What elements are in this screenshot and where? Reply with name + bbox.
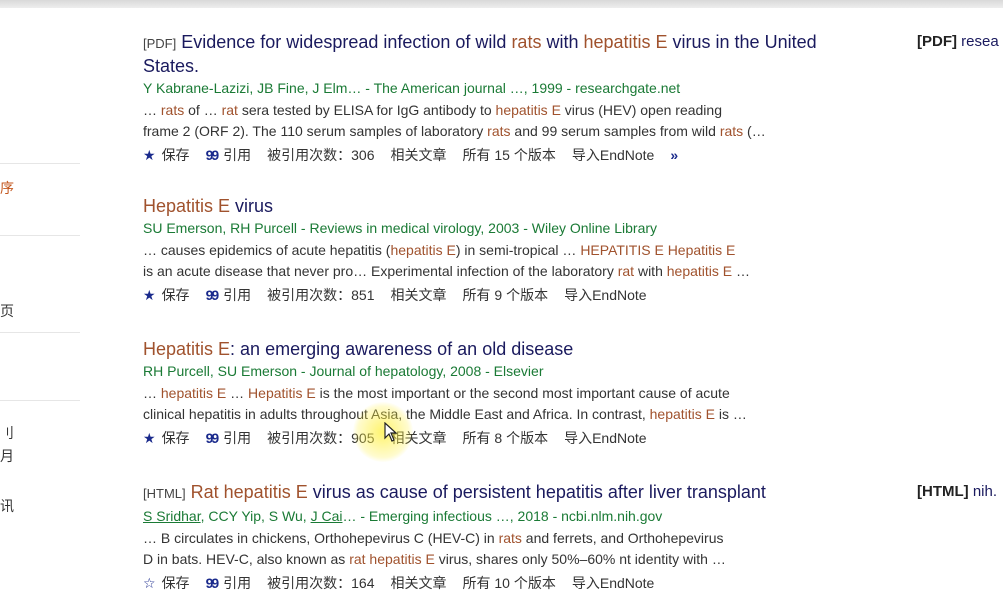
result-actions: ★ 保存 99 引用 被引用次数：905 相关文章 所有 8 个版本 导入EndNo… xyxy=(143,428,863,448)
result-actions: ★ 保存 99 引用 被引用次数：851 相关文章 所有 9 个版本 导入EndNo… xyxy=(143,285,863,305)
related-articles-link[interactable]: 相关文章 xyxy=(390,575,447,591)
result-title-link[interactable]: Hepatitis E: an emerging awareness of an… xyxy=(143,339,574,359)
sidebar-item-3[interactable]: 刂 xyxy=(0,425,14,441)
related-articles-link[interactable]: 相关文章 xyxy=(390,287,447,303)
related-articles-link[interactable]: 相关文章 xyxy=(390,147,447,163)
result-item: [PDF] Evidence for widespread infection … xyxy=(143,31,863,165)
top-bar xyxy=(0,0,1003,8)
save-link[interactable]: 保存 xyxy=(161,430,190,446)
cite-link[interactable]: 引用 xyxy=(223,575,252,591)
cursor-highlight xyxy=(353,402,413,462)
result-title[interactable]: Hepatitis E virus xyxy=(143,195,863,217)
endnote-link[interactable]: 导入EndNote xyxy=(571,575,655,591)
result-snippet: … rats of … rat sera tested by ELISA for… xyxy=(143,102,766,139)
result-title[interactable]: [HTML] Rat hepatitis E virus as cause of… xyxy=(143,481,863,505)
save-link[interactable]: 保存 xyxy=(161,147,190,163)
star-icon[interactable]: ★ xyxy=(143,147,156,163)
endnote-link[interactable]: 导入EndNote xyxy=(564,430,647,446)
result-title[interactable]: Hepatitis E: an emerging awareness of an… xyxy=(143,338,863,360)
result-actions: ☆ 保存 99 引用 被引用次数：164 相关文章 所有 10 个版本 导入EndN… xyxy=(143,573,863,593)
result-snippet: … B circulates in chickens, Orthohepevir… xyxy=(143,530,726,567)
result-item: Hepatitis E: an emerging awareness of an… xyxy=(143,338,863,448)
endnote-link[interactable]: 导入EndNote xyxy=(571,147,655,163)
quote-icon[interactable]: 99 xyxy=(205,575,220,591)
sidebar: 序 页 刂 月 讯 xyxy=(0,0,80,586)
sidebar-divider xyxy=(0,332,80,333)
sidebar-item-sort[interactable]: 序 xyxy=(0,180,14,196)
result-authors: SU Emerson, RH Purcell - Reviews in medi… xyxy=(143,220,658,236)
cite-link[interactable]: 引用 xyxy=(223,430,252,446)
all-versions-link[interactable]: 所有 10 个版本 xyxy=(462,575,556,591)
cited-by-link[interactable]: 被引用次数：851 xyxy=(267,287,375,303)
result-format-tag: [PDF] xyxy=(143,36,177,51)
result-actions: ★ 保存 99 引用 被引用次数：306 相关文章 所有 15 个版本 导入EndN… xyxy=(143,145,863,165)
star-icon[interactable]: ★ xyxy=(143,430,156,446)
cited-by-link[interactable]: 被引用次数：306 xyxy=(267,147,375,163)
more-chevron-icon[interactable]: » xyxy=(670,147,679,163)
result-snippet: … causes epidemics of acute hepatitis (h… xyxy=(143,242,751,279)
fulltext-link[interactable]: [HTML] nih. xyxy=(917,483,998,500)
save-link[interactable]: 保存 xyxy=(161,575,190,591)
all-versions-link[interactable]: 所有 15 个版本 xyxy=(462,147,556,163)
author-link[interactable]: S Sridhar xyxy=(143,508,201,524)
all-versions-link[interactable]: 所有 8 个版本 xyxy=(462,430,549,446)
cited-by-link[interactable]: 被引用次数：164 xyxy=(267,575,375,591)
result-authors: S Sridhar, CCY Yip, S Wu, J Cai… - Emerg… xyxy=(143,508,663,524)
quote-icon[interactable]: 99 xyxy=(205,287,220,303)
fulltext-link[interactable]: [PDF] resea xyxy=(917,33,999,50)
sidebar-item-page[interactable]: 页 xyxy=(0,303,14,319)
result-title-link[interactable]: Evidence for widespread infection of wil… xyxy=(143,32,817,76)
result-item: Hepatitis E virus SU Emerson, RH Purcell… xyxy=(143,195,863,305)
star-icon[interactable]: ★ xyxy=(143,287,156,303)
cited-by-link[interactable]: 被引用次数：905 xyxy=(267,430,375,446)
quote-icon[interactable]: 99 xyxy=(205,430,220,446)
mouse-cursor-icon xyxy=(384,422,398,442)
sidebar-item-5[interactable]: 讯 xyxy=(0,498,14,514)
save-link[interactable]: 保存 xyxy=(161,287,190,303)
cite-link[interactable]: 引用 xyxy=(223,287,252,303)
star-outline-icon[interactable]: ☆ xyxy=(143,575,156,591)
quote-icon[interactable]: 99 xyxy=(205,147,220,163)
sidebar-divider xyxy=(0,235,80,236)
sidebar-divider xyxy=(0,400,80,401)
result-item: [HTML] Rat hepatitis E virus as cause of… xyxy=(143,481,863,593)
endnote-link[interactable]: 导入EndNote xyxy=(564,287,647,303)
sidebar-divider xyxy=(0,163,80,164)
cite-link[interactable]: 引用 xyxy=(223,147,252,163)
result-title-link[interactable]: Hepatitis E virus xyxy=(143,196,274,216)
sidebar-item-4[interactable]: 月 xyxy=(0,448,14,464)
result-format-tag: [HTML] xyxy=(143,486,186,501)
result-snippet: … hepatitis E … Hepatitis E is the most … xyxy=(143,385,747,422)
result-authors: RH Purcell, SU Emerson - Journal of hepa… xyxy=(143,363,544,379)
result-title[interactable]: [PDF] Evidence for widespread infection … xyxy=(143,31,863,77)
result-title-link[interactable]: Rat hepatitis E virus as cause of persis… xyxy=(190,482,766,502)
author-link[interactable]: J Cai xyxy=(310,508,343,524)
all-versions-link[interactable]: 所有 9 个版本 xyxy=(462,287,549,303)
result-authors: Y Kabrane-Lazizi, JB Fine, J Elm… - The … xyxy=(143,80,681,96)
